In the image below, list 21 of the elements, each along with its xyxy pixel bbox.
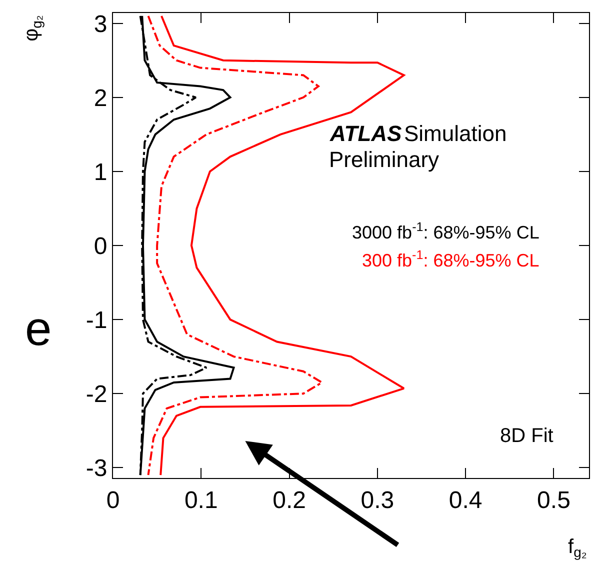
line-series <box>147 14 323 476</box>
x-tick-label: 0.3 <box>360 486 394 514</box>
annotation: 8D Fit <box>500 425 554 447</box>
text: e <box>25 303 52 356</box>
text: 3000 fb$^{-1}$: 68%-95% CL <box>352 220 540 243</box>
x-tick-label: 0.1 <box>184 486 218 514</box>
annotation: Preliminary <box>329 147 440 172</box>
annotation: ATLAS <box>329 121 402 146</box>
x-tick-label: 0.2 <box>272 486 306 514</box>
y-tick-label: 0 <box>94 232 108 260</box>
x-axis-title: f$_{g₂}$ <box>568 536 587 560</box>
y-tick-label: -3 <box>86 455 108 482</box>
annotation: Simulation <box>404 121 507 146</box>
y-tick-label: 1 <box>94 158 108 186</box>
y-tick-label: 3 <box>94 10 108 38</box>
y-tick-label: -1 <box>86 306 108 334</box>
y-tick-label: -2 <box>86 380 108 408</box>
x-tick-label: 0.4 <box>448 486 482 514</box>
x-tick-label: 0.5 <box>537 486 570 514</box>
text: 300 fb$^{-1}$: 68%-95% CL <box>362 248 540 271</box>
y-tick-label: 2 <box>94 84 108 112</box>
